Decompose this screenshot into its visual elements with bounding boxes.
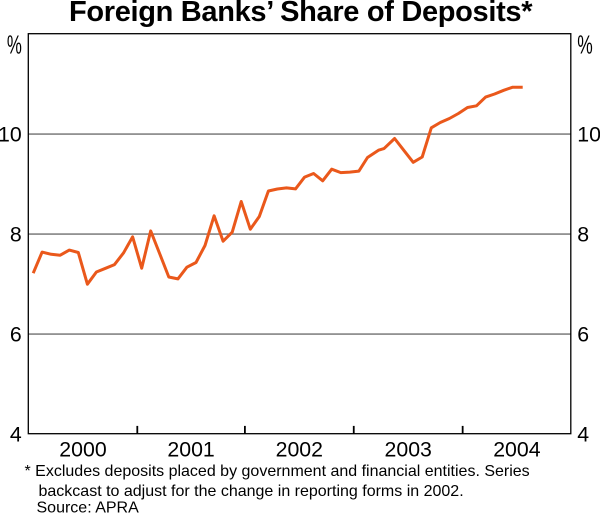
svg-text:6: 6 bbox=[10, 323, 22, 347]
svg-text:8: 8 bbox=[577, 223, 589, 247]
svg-text:%: % bbox=[7, 29, 22, 59]
svg-text:%: % bbox=[577, 29, 593, 59]
svg-text:2002: 2002 bbox=[276, 437, 323, 461]
svg-text:backcast to adjust for the cha: backcast to adjust for the change in rep… bbox=[39, 483, 464, 500]
svg-text:4: 4 bbox=[10, 423, 22, 447]
svg-text:10: 10 bbox=[0, 123, 22, 147]
svg-text:8: 8 bbox=[10, 223, 22, 247]
svg-text:* Excludes deposits placed by: * Excludes deposits placed by government… bbox=[25, 463, 530, 480]
svg-text:Source: APRA: Source: APRA bbox=[37, 499, 140, 515]
svg-text:10: 10 bbox=[577, 123, 600, 147]
svg-text:2003: 2003 bbox=[385, 437, 432, 461]
svg-text:Foreign Banks’ Share of Deposi: Foreign Banks’ Share of Deposits* bbox=[69, 0, 533, 28]
svg-text:2004: 2004 bbox=[493, 437, 541, 461]
svg-text:6: 6 bbox=[577, 323, 589, 347]
svg-text:2000: 2000 bbox=[59, 437, 107, 461]
svg-text:2001: 2001 bbox=[167, 437, 214, 461]
svg-text:4: 4 bbox=[577, 423, 589, 447]
